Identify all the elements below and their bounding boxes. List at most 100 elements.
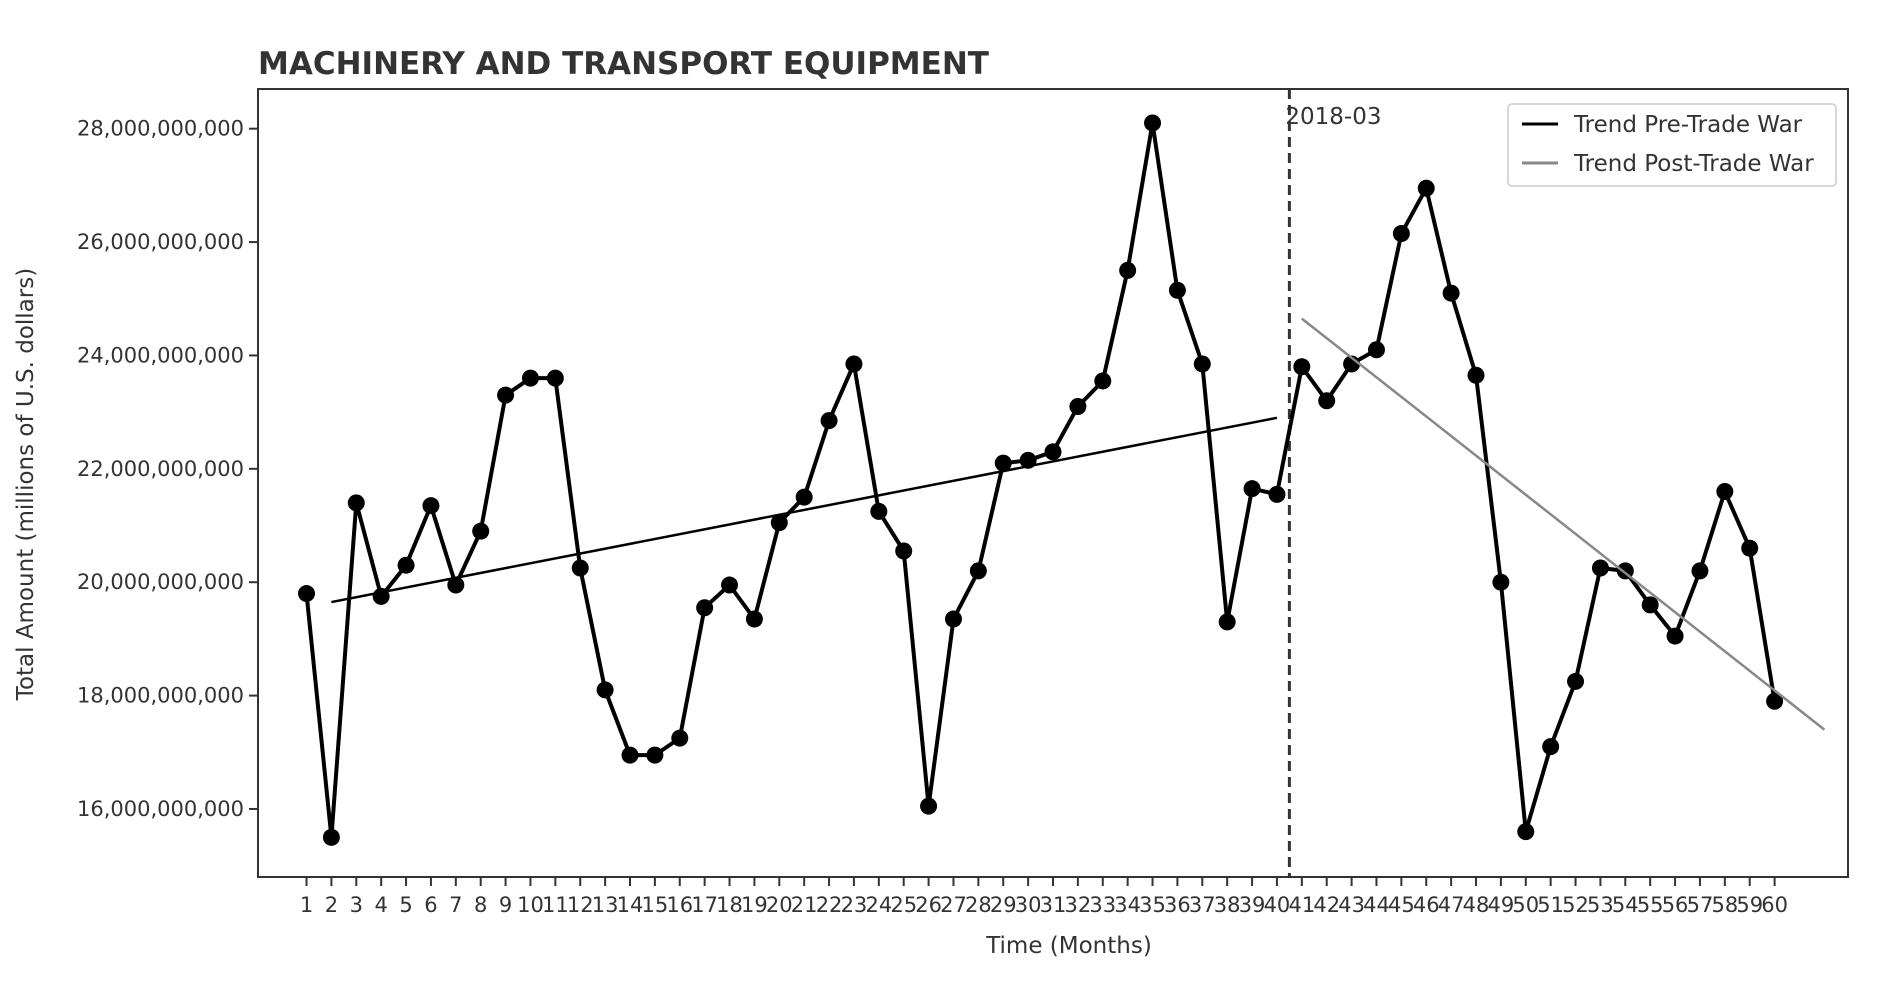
x-tick-label: 37	[1189, 893, 1216, 917]
data-point	[820, 412, 838, 430]
data-point	[397, 556, 415, 574]
series-line	[304, 121, 1777, 840]
x-tick-label: 25	[890, 893, 917, 917]
x-tick-label: 19	[741, 893, 768, 917]
data-point	[969, 562, 987, 580]
data-point	[1691, 562, 1709, 580]
x-tick-label: 23	[841, 893, 868, 917]
x-tick-label: 51	[1537, 893, 1564, 917]
data-point	[497, 386, 515, 404]
data-point	[298, 585, 316, 603]
data-point	[1268, 485, 1286, 503]
data-point	[845, 355, 863, 373]
trend-line-post	[1301, 317, 1826, 731]
plot-area: 16,000,000,000 18,000,000,000 20,000,000,0…	[77, 88, 1849, 917]
data-point	[671, 729, 689, 747]
legend-entry-label: Trend Pre-Trade War	[1573, 112, 1803, 138]
y-tick-label: 22,000,000,000	[77, 457, 244, 481]
x-tick-label: 58	[1711, 893, 1738, 917]
trend-line-pre	[331, 416, 1278, 604]
x-tick-label: 3	[350, 893, 363, 917]
data-point	[1467, 366, 1485, 384]
x-tick-label: 29	[990, 893, 1017, 917]
data-point	[596, 681, 614, 699]
x-tick-label: 39	[1239, 893, 1266, 917]
y-tick-label: 16,000,000,000	[77, 797, 244, 821]
x-tick-label: 46	[1413, 893, 1440, 917]
x-tick-label: 48	[1463, 893, 1490, 917]
legend-box	[1507, 103, 1837, 187]
x-tick-label: 47	[1438, 893, 1465, 917]
data-point	[472, 522, 490, 540]
data-point	[1517, 823, 1535, 841]
x-tick-label: 38	[1214, 893, 1241, 917]
divider-annotation: 2018-03	[1285, 104, 1381, 130]
x-tick-label: 59	[1736, 893, 1763, 917]
x-tick-label: 40	[1264, 893, 1291, 917]
x-tick-label: 24	[865, 893, 892, 917]
x-tick-label: 9	[499, 893, 512, 917]
data-point	[571, 559, 589, 577]
x-tick-label: 56	[1662, 893, 1689, 917]
x-tick-label: 32	[1065, 893, 1092, 917]
data-point	[1218, 613, 1236, 631]
data-point	[944, 610, 962, 628]
x-tick-label: 11	[542, 893, 569, 917]
x-tick-label: 22	[816, 893, 843, 917]
y-axis-label: Total Amount (millions of U.S. dollars)	[13, 268, 39, 701]
data-point	[546, 369, 564, 387]
x-tick-label: 21	[791, 893, 818, 917]
x-tick-label: 6	[424, 893, 437, 917]
data-point	[1293, 358, 1311, 376]
x-tick-label: 27	[940, 893, 967, 917]
x-tick-label: 26	[915, 893, 942, 917]
x-tick-label: 50	[1512, 893, 1539, 917]
x-tick-label: 8	[474, 893, 487, 917]
x-tick-label: 30	[1015, 893, 1042, 917]
x-tick-label: 1	[300, 893, 313, 917]
x-tick-label: 28	[965, 893, 992, 917]
data-point	[1417, 179, 1435, 197]
x-tick-label: 17	[691, 893, 718, 917]
x-tick-label: 33	[1089, 893, 1116, 917]
x-tick-label: 36	[1164, 893, 1191, 917]
data-point	[1318, 392, 1336, 410]
x-tick-label: 15	[642, 893, 669, 917]
data-point	[994, 454, 1012, 472]
x-tick-label: 31	[1040, 893, 1067, 917]
x-tick-label: 57	[1687, 893, 1714, 917]
x-tick-label: 45	[1388, 893, 1415, 917]
x-tick-label: 54	[1612, 893, 1639, 917]
x-tick-label: 10	[517, 893, 544, 917]
x-tick-label: 20	[766, 893, 793, 917]
chart-title: MACHINERY AND TRANSPORT EQUIPMENT	[258, 46, 989, 82]
data-point	[1094, 372, 1112, 390]
y-tick-label: 28,000,000,000	[77, 117, 244, 141]
data-point	[1442, 284, 1460, 302]
data-point	[447, 576, 465, 594]
data-point	[1741, 539, 1759, 557]
data-point	[1666, 627, 1684, 645]
data-point	[1591, 559, 1609, 577]
x-tick-label: 60	[1761, 893, 1788, 917]
y-tick-label: 18,000,000,000	[77, 684, 244, 708]
data-point	[1193, 355, 1211, 373]
x-tick-label: 44	[1363, 893, 1390, 917]
x-tick-label: 55	[1637, 893, 1664, 917]
x-tick-label: 13	[592, 893, 619, 917]
x-tick-label: 14	[617, 893, 644, 917]
x-tick-label: 12	[567, 893, 594, 917]
data-point	[1492, 573, 1510, 591]
data-point	[1766, 692, 1784, 710]
data-point	[1243, 480, 1261, 498]
data-point	[1542, 738, 1560, 756]
x-tick-label: 35	[1139, 893, 1166, 917]
data-point	[770, 514, 788, 532]
data-point	[745, 610, 763, 628]
data-point	[1119, 261, 1137, 279]
x-tick-label: 52	[1562, 893, 1589, 917]
data-point	[1044, 443, 1062, 461]
legend-entry-label: Trend Post-Trade War	[1573, 151, 1814, 177]
plot-frame	[257, 88, 1849, 878]
